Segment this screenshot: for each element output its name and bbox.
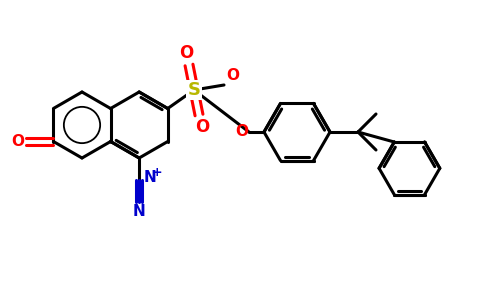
Text: O: O [226,68,239,83]
Text: S: S [187,81,200,99]
Text: O: O [179,44,193,62]
Text: +: + [151,166,162,178]
Text: O: O [195,118,209,136]
Text: N: N [143,170,156,185]
Text: O: O [235,124,248,140]
Text: N: N [133,204,146,219]
Text: O: O [12,134,24,149]
